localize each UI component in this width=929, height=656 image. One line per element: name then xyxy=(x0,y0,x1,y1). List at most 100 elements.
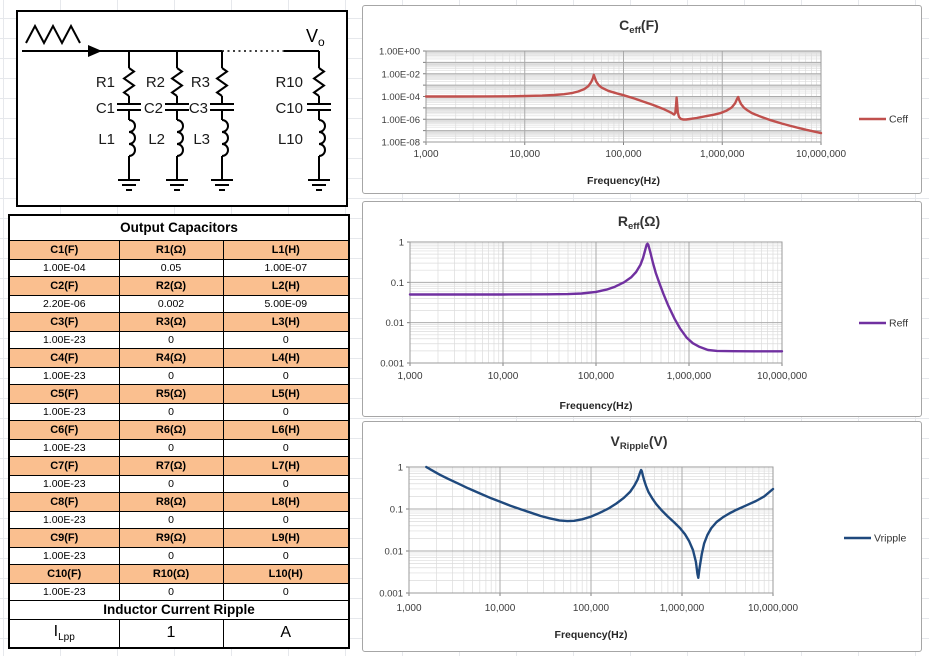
component-value-cell[interactable]: 0 xyxy=(222,474,350,493)
component-header-cell[interactable]: C7(F) xyxy=(8,455,120,476)
component-value-cell[interactable]: 0 xyxy=(222,402,350,421)
component-header-cell[interactable]: R9(Ω) xyxy=(118,527,224,548)
component-header-cell[interactable]: C3(F) xyxy=(8,311,120,332)
component-value-cell[interactable]: 2.20E-06 xyxy=(8,294,120,313)
component-value-cell[interactable]: 1.00E-23 xyxy=(8,546,120,565)
component-header-cell[interactable]: R6(Ω) xyxy=(118,419,224,440)
component-value-cell[interactable]: 1.00E-23 xyxy=(8,402,120,421)
label-l2: L2 xyxy=(148,131,165,148)
component-value-cell[interactable]: 1.00E-23 xyxy=(8,330,120,349)
component-value-cell[interactable]: 0 xyxy=(118,582,224,601)
ceff-chart[interactable]: 1.00E+00 1.00E-02 1.00E-04 1.00E-06 1.00E-08… xyxy=(362,5,922,194)
x-tick-label: 1,000,000 xyxy=(700,149,745,160)
major-gridlines xyxy=(407,241,783,366)
component-value-cell[interactable]: 0 xyxy=(118,546,224,565)
x-axis-title: Frequency(Hz) xyxy=(560,400,633,412)
component-value-cell[interactable]: 0.002 xyxy=(118,294,224,313)
x-axis-title: Frequency(Hz) xyxy=(587,175,660,187)
rcl-branches xyxy=(117,51,331,191)
y-tick-label: 0.01 xyxy=(385,547,404,558)
component-value-cell[interactable]: 0 xyxy=(118,474,224,493)
vripple-chart-svg: 1 0.1 0.01 0.001 1,000 10,000 100,000 1,000,000… xyxy=(379,433,906,642)
vout-label: Vo xyxy=(306,26,325,49)
label-l1: L1 xyxy=(98,131,115,148)
vripple-chart[interactable]: 1 0.1 0.01 0.001 1,000 10,000 100,000 1,000,000… xyxy=(362,421,922,652)
component-header-cell[interactable]: R5(Ω) xyxy=(118,383,224,404)
component-header-cell[interactable]: L3(H) xyxy=(222,311,350,332)
component-value-cell[interactable]: 0 xyxy=(118,402,224,421)
component-value-cell[interactable]: 0 xyxy=(222,330,350,349)
component-value-cell[interactable]: 0 xyxy=(118,330,224,349)
component-header-cell[interactable]: R8(Ω) xyxy=(118,491,224,512)
component-header-cell[interactable]: L2(H) xyxy=(222,275,350,296)
component-value-cell[interactable]: 0 xyxy=(222,438,350,457)
y-tick-label: 1 xyxy=(398,463,403,474)
component-header-cell[interactable]: L8(H) xyxy=(222,491,350,512)
vripple-series-line xyxy=(425,465,775,579)
label-c3: C3 xyxy=(189,100,208,117)
circuit-diagram[interactable]: R1 C1 L1 R2 C2 L2 R3 C3 L3 R10 C10 L10 V… xyxy=(16,10,348,207)
component-header-cell[interactable]: C8(F) xyxy=(8,491,120,512)
component-value-cell[interactable]: 0.05 xyxy=(118,258,224,277)
component-value-cell[interactable]: 0 xyxy=(118,366,224,385)
component-header-cell[interactable]: R7(Ω) xyxy=(118,455,224,476)
plot-border xyxy=(409,241,783,364)
x-tick-label: 10,000,000 xyxy=(796,149,846,160)
component-header-cell[interactable]: C9(F) xyxy=(8,527,120,548)
label-r10: R10 xyxy=(275,74,303,91)
table-title: Output Capacitors xyxy=(8,214,350,241)
component-header-cell[interactable]: C6(F) xyxy=(8,419,120,440)
component-header-cell[interactable]: C10(F) xyxy=(8,563,120,584)
legend-label: Ceff xyxy=(889,114,908,126)
component-header-cell[interactable]: R1(Ω) xyxy=(118,239,224,260)
component-header-cell[interactable]: L10(H) xyxy=(222,563,350,584)
legend: Vripple xyxy=(844,533,906,545)
x-tick-label: 10,000,000 xyxy=(757,371,807,382)
ripple-label-cell[interactable]: ILpp xyxy=(8,618,120,649)
component-header-cell[interactable]: R2(Ω) xyxy=(118,275,224,296)
component-header-cell[interactable]: L1(H) xyxy=(222,239,350,260)
component-value-cell[interactable]: 1.00E-23 xyxy=(8,510,120,529)
component-header-cell[interactable]: R3(Ω) xyxy=(118,311,224,332)
component-value-cell[interactable]: 0 xyxy=(222,582,350,601)
component-value-cell[interactable]: 0 xyxy=(222,510,350,529)
inductor-icon xyxy=(176,119,184,157)
component-header-cell[interactable]: L4(H) xyxy=(222,347,350,368)
component-header-cell[interactable]: C5(F) xyxy=(8,383,120,404)
x-tick-label: 10,000,000 xyxy=(748,603,798,614)
y-tick-label: 1.00E-04 xyxy=(381,92,420,103)
axis-labels: 1 0.1 0.01 0.001 1,000 10,000 100,000 1,000,000… xyxy=(379,463,798,642)
component-value-cell[interactable]: 0 xyxy=(222,366,350,385)
component-header-cell[interactable]: R4(Ω) xyxy=(118,347,224,368)
component-value-cell[interactable]: 1.00E-23 xyxy=(8,582,120,601)
component-value-cell[interactable]: 5.00E-09 xyxy=(222,294,350,313)
component-header-cell[interactable]: L9(H) xyxy=(222,527,350,548)
component-header-cell[interactable]: L6(H) xyxy=(222,419,350,440)
reff-series-line xyxy=(408,242,784,353)
component-value-cell[interactable]: 0 xyxy=(118,438,224,457)
component-header-cell[interactable]: R10(Ω) xyxy=(118,563,224,584)
component-value-cell[interactable]: 1.00E-04 xyxy=(8,258,120,277)
y-tick-label: 0.1 xyxy=(390,505,403,516)
reff-chart[interactable]: 1 0.1 0.01 0.001 1,000 10,000 100,000 1,000,000… xyxy=(362,201,922,417)
label-l3: L3 xyxy=(193,131,210,148)
label-l10: L10 xyxy=(278,131,303,148)
component-header-cell[interactable]: C1(F) xyxy=(8,239,120,260)
component-header-cell[interactable]: L7(H) xyxy=(222,455,350,476)
component-header-cell[interactable]: C4(F) xyxy=(8,347,120,368)
component-value-cell[interactable]: 1.00E-23 xyxy=(8,474,120,493)
component-value-cell[interactable]: 0 xyxy=(222,546,350,565)
component-value-cell[interactable]: 1.00E-23 xyxy=(8,438,120,457)
component-value-cell[interactable]: 1.00E-23 xyxy=(8,366,120,385)
resistor-icon xyxy=(312,67,326,97)
label-r1: R1 xyxy=(96,74,115,91)
x-tick-label: 1,000 xyxy=(396,603,421,614)
component-header-cell[interactable]: L5(H) xyxy=(222,383,350,404)
branch-3 xyxy=(210,51,234,191)
component-header-cell[interactable]: C2(F) xyxy=(8,275,120,296)
ripple-unit-cell[interactable]: A xyxy=(222,618,350,649)
ripple-value-cell[interactable]: 1 xyxy=(118,618,224,649)
component-value-cell[interactable]: 1.00E-07 xyxy=(222,258,350,277)
component-value-cell[interactable]: 0 xyxy=(118,510,224,529)
